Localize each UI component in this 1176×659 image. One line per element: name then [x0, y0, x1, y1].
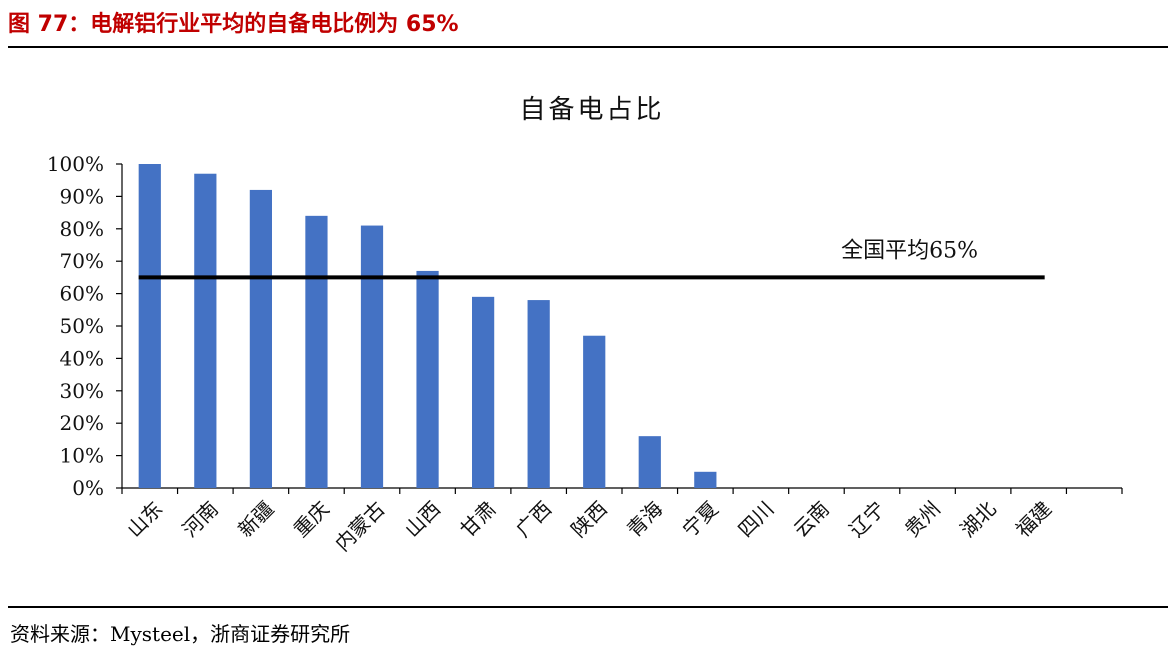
y-tick-label: 50%: [60, 314, 104, 338]
x-tick-label: 福建: [1011, 497, 1056, 542]
x-tick-label: 甘肃: [455, 497, 500, 542]
bars-group: [138, 164, 717, 489]
x-tick-label: 河南: [178, 497, 223, 542]
bar: [416, 270, 439, 488]
bar: [527, 300, 550, 488]
y-tick-label: 80%: [60, 217, 104, 241]
bar: [305, 215, 328, 488]
x-tick-label: 四川: [733, 497, 778, 542]
figure-title: 图 77：电解铝行业平均的自备电比例为 65%: [8, 12, 459, 37]
average-line-label: 全国平均65%: [841, 238, 978, 263]
top-divider: [8, 46, 1168, 48]
x-tick-label: 青海: [622, 497, 667, 542]
y-tick-label: 90%: [60, 184, 104, 208]
bar: [360, 225, 384, 488]
x-tick-label: 新疆: [233, 497, 278, 542]
bottom-divider: [8, 606, 1168, 608]
bar: [583, 335, 606, 488]
bar-chart: 自备电占比 0%10%20%30%40%50%60%70%80%90%100% …: [47, 95, 1123, 556]
y-tick-label: 60%: [60, 282, 104, 306]
x-tick-label: 山东: [122, 497, 167, 542]
x-tick-label: 广西: [511, 497, 556, 542]
y-tick-label: 40%: [60, 346, 104, 370]
bar: [472, 296, 495, 488]
x-tick-label: 湖北: [955, 497, 1000, 542]
y-axis: 0% 10% 20% 30% 40% 50% 60% 70% 80% 90% 100%: [47, 152, 123, 500]
x-tick-label: 陕西: [567, 497, 612, 542]
source-note: 资料来源：Mysteel，浙商证券研究所: [10, 622, 351, 646]
x-tick-label: 山西: [400, 497, 445, 542]
x-tick-label: 重庆: [289, 497, 334, 542]
y-tick-label: 20%: [60, 411, 104, 435]
x-tick-label: 辽宁: [844, 497, 889, 542]
chart-title: 自备电占比: [519, 95, 664, 125]
bar: [638, 436, 661, 488]
y-tick-label: 70%: [60, 249, 104, 273]
y-tick-label: 10%: [60, 444, 104, 468]
y-tick-label: 0%: [72, 476, 104, 500]
bar: [249, 189, 272, 489]
x-tick-label: 贵州: [900, 497, 945, 542]
x-tick-label: 宁夏: [678, 497, 723, 542]
bar: [694, 471, 717, 488]
x-tick-label: 内蒙古: [330, 497, 389, 556]
y-tick-label: 30%: [60, 379, 104, 403]
average-line-group: 全国平均65%: [138, 238, 1045, 280]
bar: [194, 173, 217, 488]
x-tick-label: 云南: [789, 497, 834, 542]
y-tick-label: 100%: [47, 152, 104, 176]
bar: [138, 164, 161, 488]
